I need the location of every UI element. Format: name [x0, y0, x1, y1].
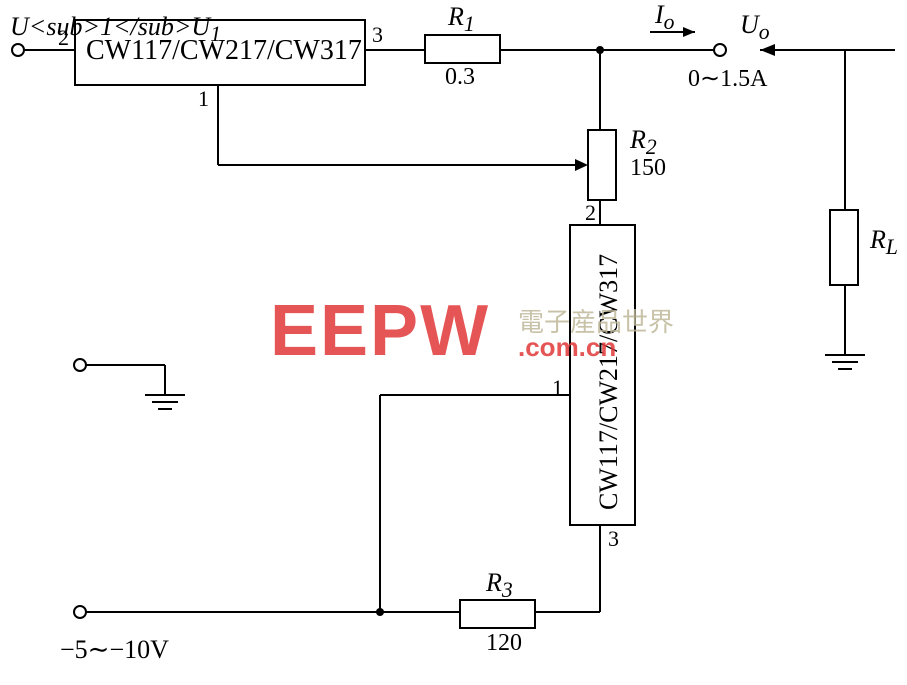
- watermark-main: EEPW: [270, 290, 490, 372]
- ic2-pin2-num: 2: [585, 200, 596, 226]
- r2-wiper-head: [575, 159, 588, 171]
- neg-label: −5∼−10V: [60, 635, 169, 665]
- r2-value: 150: [630, 155, 666, 182]
- terminal-neg: [74, 606, 86, 618]
- r1-rect: [425, 35, 500, 63]
- r3-rect: [460, 600, 535, 628]
- ic2-pin1-num: 1: [552, 375, 563, 401]
- uo-label: Uo: [740, 10, 770, 45]
- ic1-pin3-num: 3: [372, 22, 383, 48]
- io-label: Io: [655, 0, 675, 35]
- ic1-label: CW117/CW217/CW317: [86, 35, 362, 67]
- io-arrow-head: [683, 27, 695, 37]
- rl-rect: [830, 210, 858, 285]
- uo-arrow-head: [760, 44, 775, 56]
- ic2-pin3-num: 3: [608, 526, 619, 552]
- rl-name: RL: [870, 225, 898, 260]
- io-range: 0∼1.5A: [688, 64, 767, 93]
- terminal-uo: [714, 44, 726, 56]
- watermark-com: .com.cn: [518, 332, 616, 363]
- ic1-pin2-num: 2: [58, 25, 69, 51]
- terminal-gnd: [74, 359, 86, 371]
- r1-name: R1: [448, 2, 475, 37]
- ic2-label-svg: CW117/CW217/CW317: [594, 254, 623, 510]
- ic1-pin1-num: 1: [198, 86, 209, 112]
- r2-rect: [588, 130, 616, 200]
- r1-value: 0.3: [445, 64, 475, 91]
- r3-name: R3: [486, 568, 513, 603]
- r3-value: 120: [486, 630, 522, 657]
